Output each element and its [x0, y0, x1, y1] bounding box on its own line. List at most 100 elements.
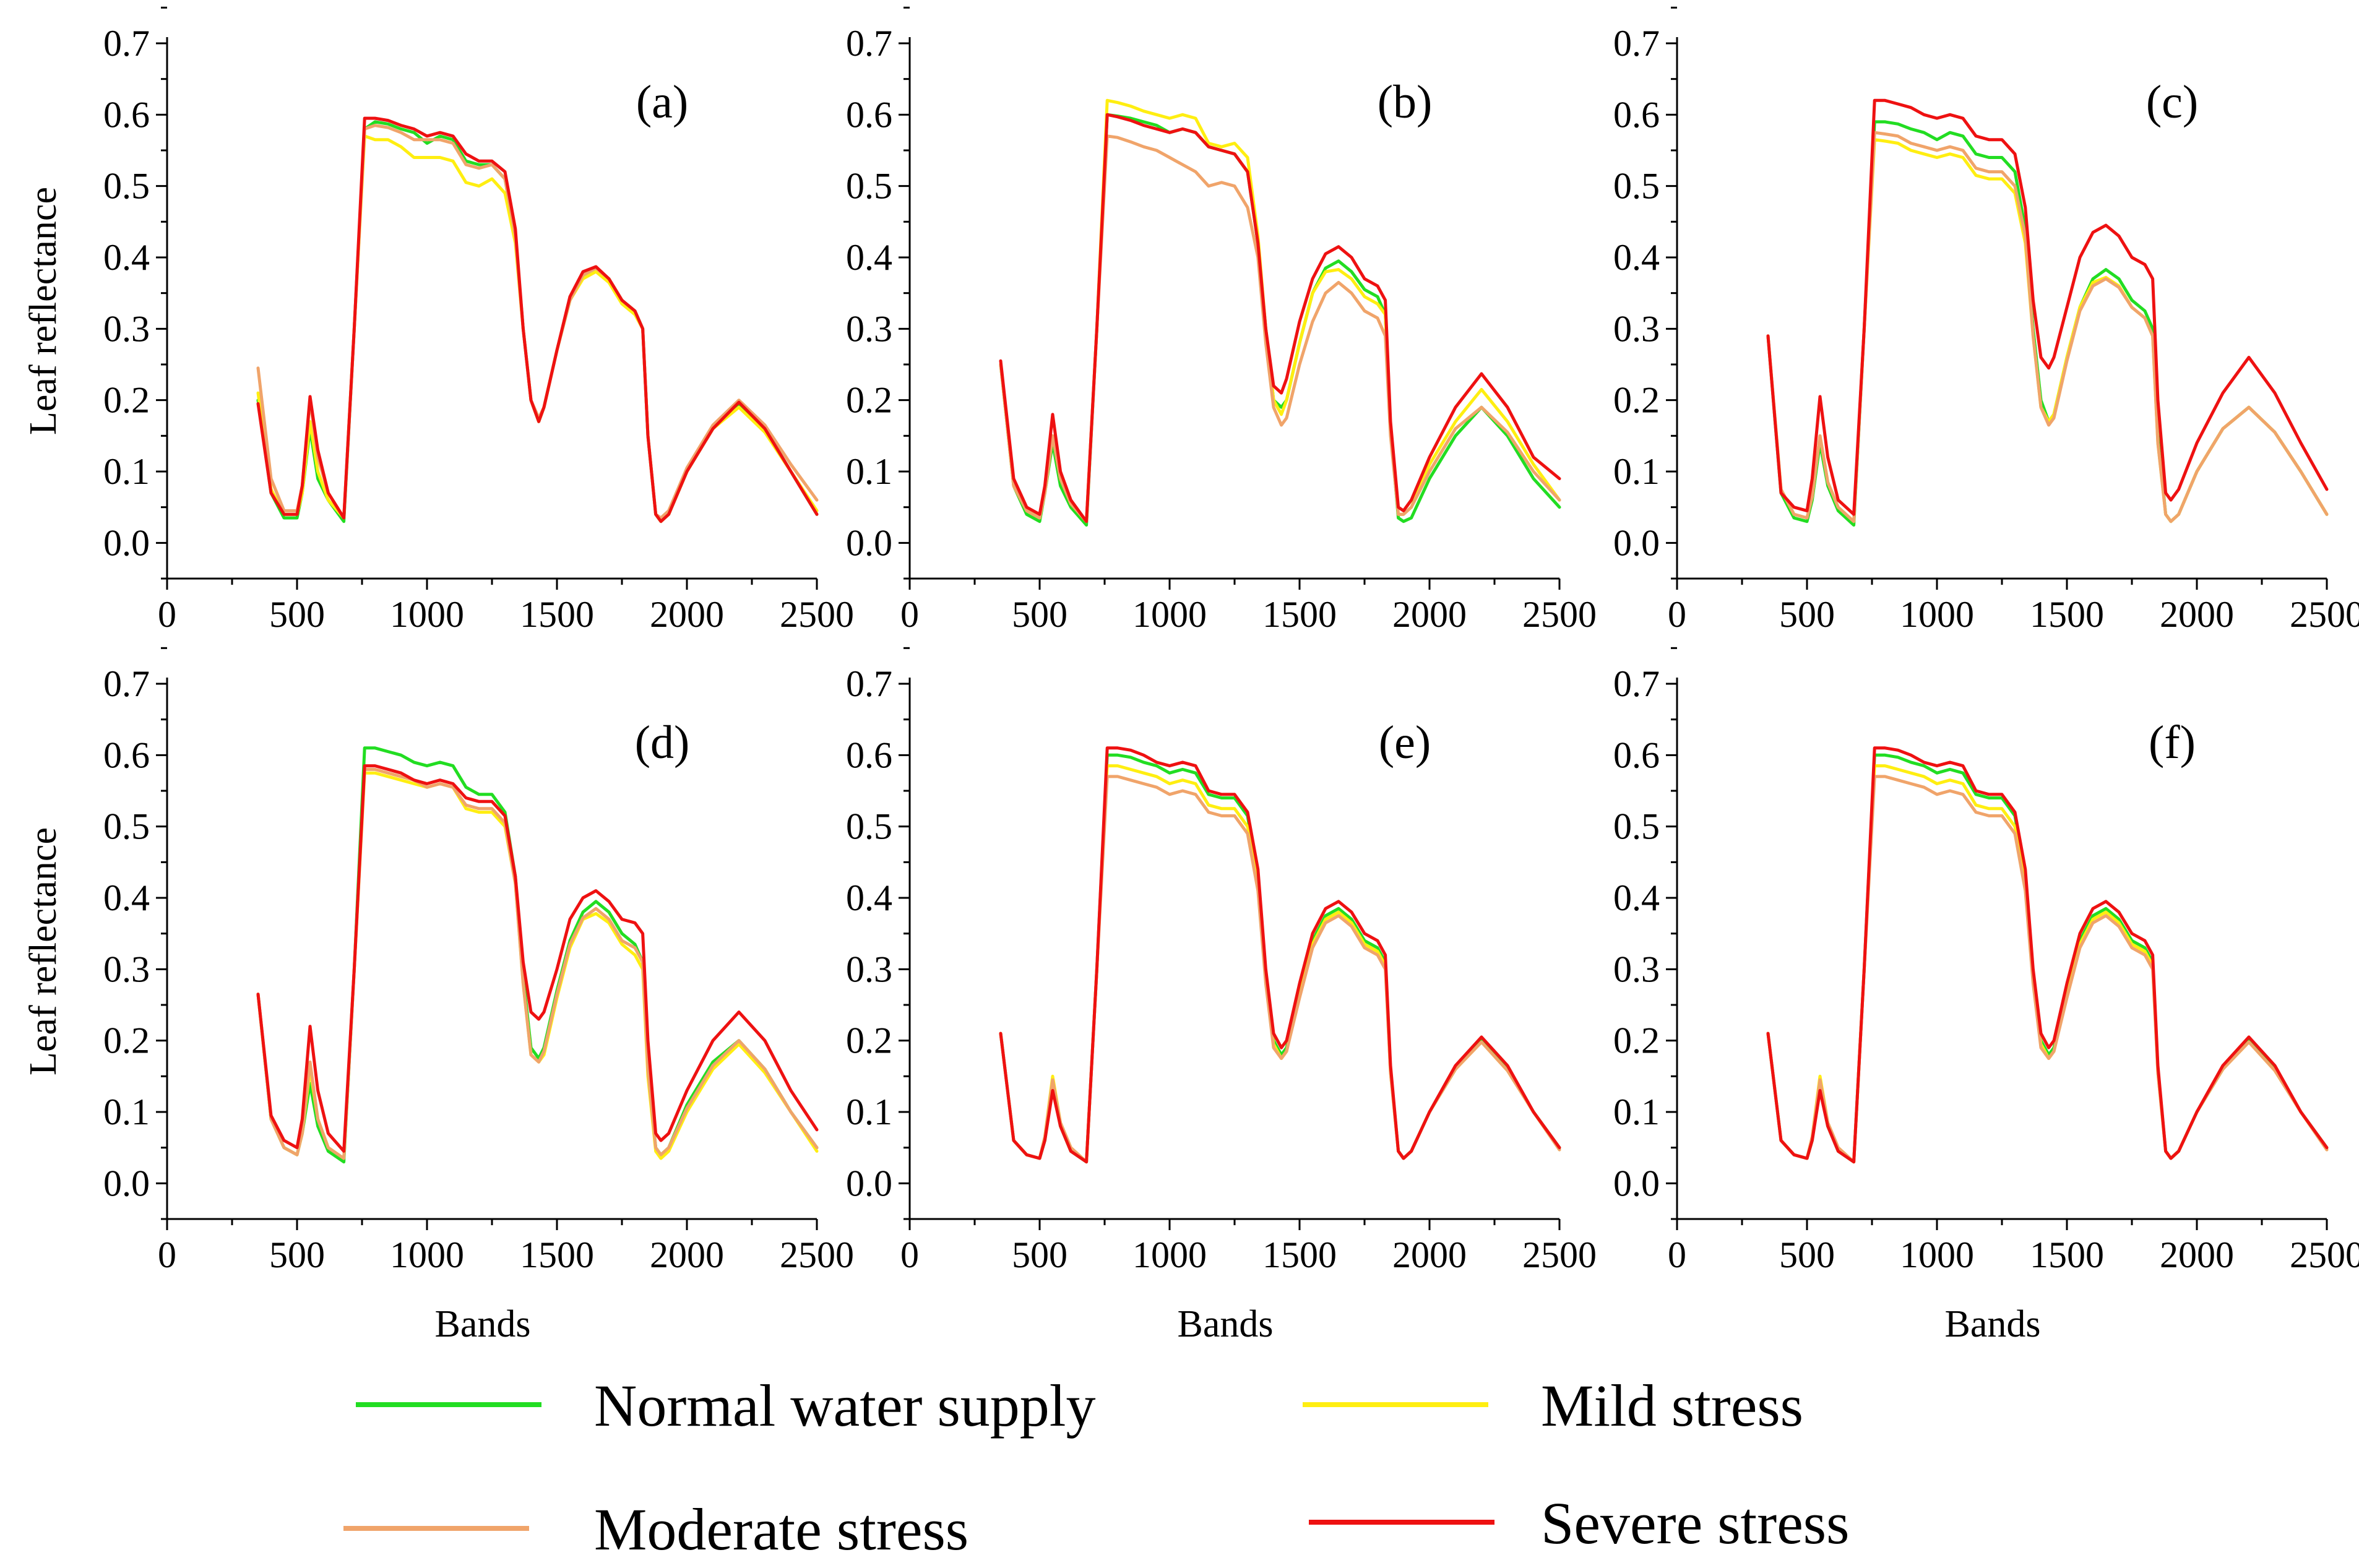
y-tick-label: 0.2 — [1613, 380, 1660, 421]
series-line-severe-stress — [999, 746, 1561, 1164]
x-tick-label: 2000 — [650, 1234, 724, 1275]
y-tick-label: 0.7 — [846, 663, 892, 704]
x-tick-label: 1000 — [390, 1234, 464, 1275]
y-tick-label: 0.1 — [1613, 451, 1660, 492]
x-tick-label: 500 — [1779, 594, 1835, 635]
series-line-normal-water-supply — [999, 113, 1561, 527]
x-tick-label: 500 — [1012, 1234, 1067, 1275]
series-line-mild-stress — [1766, 764, 2329, 1164]
panel-label: (d) — [635, 717, 690, 769]
panel-label: (b) — [1378, 76, 1433, 128]
series-line-moderate-stress — [1766, 131, 2329, 523]
x-tick-label: 0 — [1668, 594, 1686, 635]
series-line-mild-stress — [999, 98, 1561, 523]
x-tick-label: 1500 — [520, 594, 594, 635]
series-line-severe-stress — [256, 764, 819, 1153]
y-tick-label: 0.0 — [1613, 522, 1660, 563]
x-tick-label: 1000 — [1900, 1234, 1974, 1275]
y-tick-label: 0.1 — [846, 1092, 892, 1132]
y-axis-title: Leaf reflectance — [22, 187, 64, 435]
panel-f: 0 500 1000 1500 2000 2500 0.0 0.1 0.2 0.3 0.4 0.5 0.… — [1613, 647, 2359, 1345]
x-tick-label: 500 — [1012, 594, 1067, 635]
legend-label: Severe stress — [1541, 1490, 1850, 1556]
y-tick-label: 0.6 — [846, 734, 892, 775]
y-tick-label: 0.4 — [1613, 877, 1660, 918]
y-tick-label: 0.7 — [1613, 23, 1660, 64]
x-tick-label: 2000 — [2160, 594, 2234, 635]
x-tick-label: 2000 — [1392, 1234, 1467, 1275]
x-tick-label: 0 — [900, 594, 919, 635]
legend-label: Mild stress — [1541, 1372, 1803, 1439]
panel-c: 0 500 1000 1500 2000 2500 0.0 0.1 0.2 0.3 0.4 0.5 0.… — [1613, 6, 2359, 635]
series-line-moderate-stress — [256, 767, 819, 1160]
y-tick-label: 0.7 — [103, 663, 150, 704]
y-tick-label: 0.4 — [846, 237, 892, 278]
y-tick-label: 0.3 — [846, 949, 892, 989]
y-tick-label: 0.1 — [846, 451, 892, 492]
y-tick-label: 0.7 — [103, 23, 150, 64]
x-tick-label: 1500 — [1262, 594, 1337, 635]
series-line-moderate-stress — [999, 134, 1561, 523]
x-tick-label: 2500 — [2290, 1234, 2359, 1275]
x-tick-label: 500 — [1779, 1234, 1835, 1275]
y-tick-label: 0.1 — [103, 451, 150, 492]
series-line-severe-stress — [1766, 98, 2329, 516]
x-tick-label: 1500 — [1262, 1234, 1337, 1275]
y-tick-label: 0.0 — [1613, 1163, 1660, 1204]
series-line-severe-stress — [1766, 746, 2329, 1164]
y-tick-label: 0.5 — [846, 166, 892, 207]
series-line-moderate-stress — [1766, 775, 2329, 1164]
x-tick-label: 500 — [269, 594, 325, 635]
y-axis-title: Leaf reflectance — [22, 827, 64, 1075]
legend-item: Severe stress — [1309, 1490, 1850, 1556]
y-tick-label: 0.1 — [103, 1092, 150, 1132]
series-line-normal-water-supply — [1766, 753, 2329, 1164]
y-tick-label: 0.5 — [1613, 806, 1660, 847]
x-tick-label: 1500 — [520, 1234, 594, 1275]
series-line-mild-stress — [1766, 138, 2329, 523]
y-tick-label: 0.4 — [846, 877, 892, 918]
y-tick-label: 0.0 — [846, 1163, 892, 1204]
series-line-severe-stress — [999, 113, 1561, 523]
panel-a: 0 500 1000 1500 2000 2500 0.0 0.1 0.2 0.3 0.4 0.5 0.… — [22, 6, 854, 635]
y-tick-label: 0.3 — [1613, 949, 1660, 989]
x-tick-label: 0 — [1668, 1234, 1686, 1275]
x-axis-title: Bands — [1178, 1303, 1274, 1345]
panel-label: (a) — [636, 76, 688, 128]
legend: Normal water supply Mild stress Moderate s… — [343, 1372, 1850, 1562]
y-tick-label: 0.0 — [103, 1163, 150, 1204]
x-tick-label: 0 — [158, 1234, 176, 1275]
y-tick-label: 0.5 — [1613, 166, 1660, 207]
x-tick-label: 2000 — [1392, 594, 1467, 635]
x-tick-label: 1000 — [1132, 1234, 1207, 1275]
legend-item: Mild stress — [1303, 1372, 1803, 1439]
series-line-normal-water-supply — [256, 746, 819, 1164]
panel-label: (e) — [1379, 717, 1431, 769]
series-line-mild-stress — [999, 764, 1561, 1164]
x-tick-label: 2500 — [1522, 594, 1597, 635]
x-tick-label: 2500 — [1522, 1234, 1597, 1275]
panel-b: 0 500 1000 1500 2000 2500 0.0 0.1 0.2 0.3 0.4 0.5 0.… — [846, 6, 1597, 635]
x-tick-label: 0 — [900, 1234, 919, 1275]
y-tick-label: 0.2 — [846, 380, 892, 421]
series-line-normal-water-supply — [999, 753, 1561, 1164]
y-tick-label: 0.6 — [103, 94, 150, 135]
x-tick-label: 500 — [269, 1234, 325, 1275]
x-tick-label: 1000 — [1900, 594, 1974, 635]
panel-d: 0 500 1000 1500 2000 2500 0.0 0.1 0.2 0.3 0.4 0.5 0.… — [22, 647, 854, 1345]
y-tick-label: 0.6 — [846, 94, 892, 135]
y-tick-label: 0.6 — [1613, 94, 1660, 135]
y-tick-label: 0.2 — [846, 1020, 892, 1061]
panel-e: 0 500 1000 1500 2000 2500 0.0 0.1 0.2 0.3 0.4 0.5 0.… — [846, 647, 1597, 1345]
series-line-normal-water-supply — [256, 120, 819, 523]
y-tick-label: 0.4 — [103, 237, 150, 278]
y-tick-label: 0.7 — [1613, 663, 1660, 704]
x-axis-title: Bands — [435, 1303, 531, 1345]
x-tick-label: 2500 — [780, 594, 854, 635]
x-tick-label: 2500 — [2290, 594, 2359, 635]
panel-label: (f) — [2149, 717, 2196, 769]
x-tick-label: 1500 — [2030, 1234, 2104, 1275]
x-axis-title: Bands — [1945, 1303, 2041, 1345]
y-tick-label: 0.6 — [103, 734, 150, 775]
